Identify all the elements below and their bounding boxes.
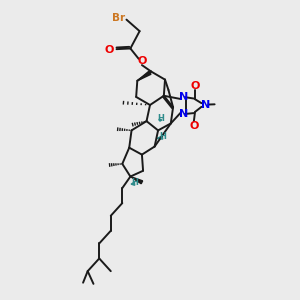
Text: H: H xyxy=(157,114,164,123)
Polygon shape xyxy=(137,71,151,81)
Text: Br: Br xyxy=(112,14,125,23)
Text: O: O xyxy=(189,121,199,130)
Text: H: H xyxy=(159,132,166,141)
Text: N: N xyxy=(179,109,188,119)
Polygon shape xyxy=(157,136,163,139)
Text: O: O xyxy=(104,45,114,55)
Polygon shape xyxy=(159,119,162,121)
Polygon shape xyxy=(131,182,135,185)
Text: N: N xyxy=(179,92,188,102)
Text: O: O xyxy=(137,56,146,66)
Text: H: H xyxy=(132,178,138,187)
Polygon shape xyxy=(130,176,142,184)
Text: N: N xyxy=(200,100,210,110)
Text: O: O xyxy=(190,81,200,91)
